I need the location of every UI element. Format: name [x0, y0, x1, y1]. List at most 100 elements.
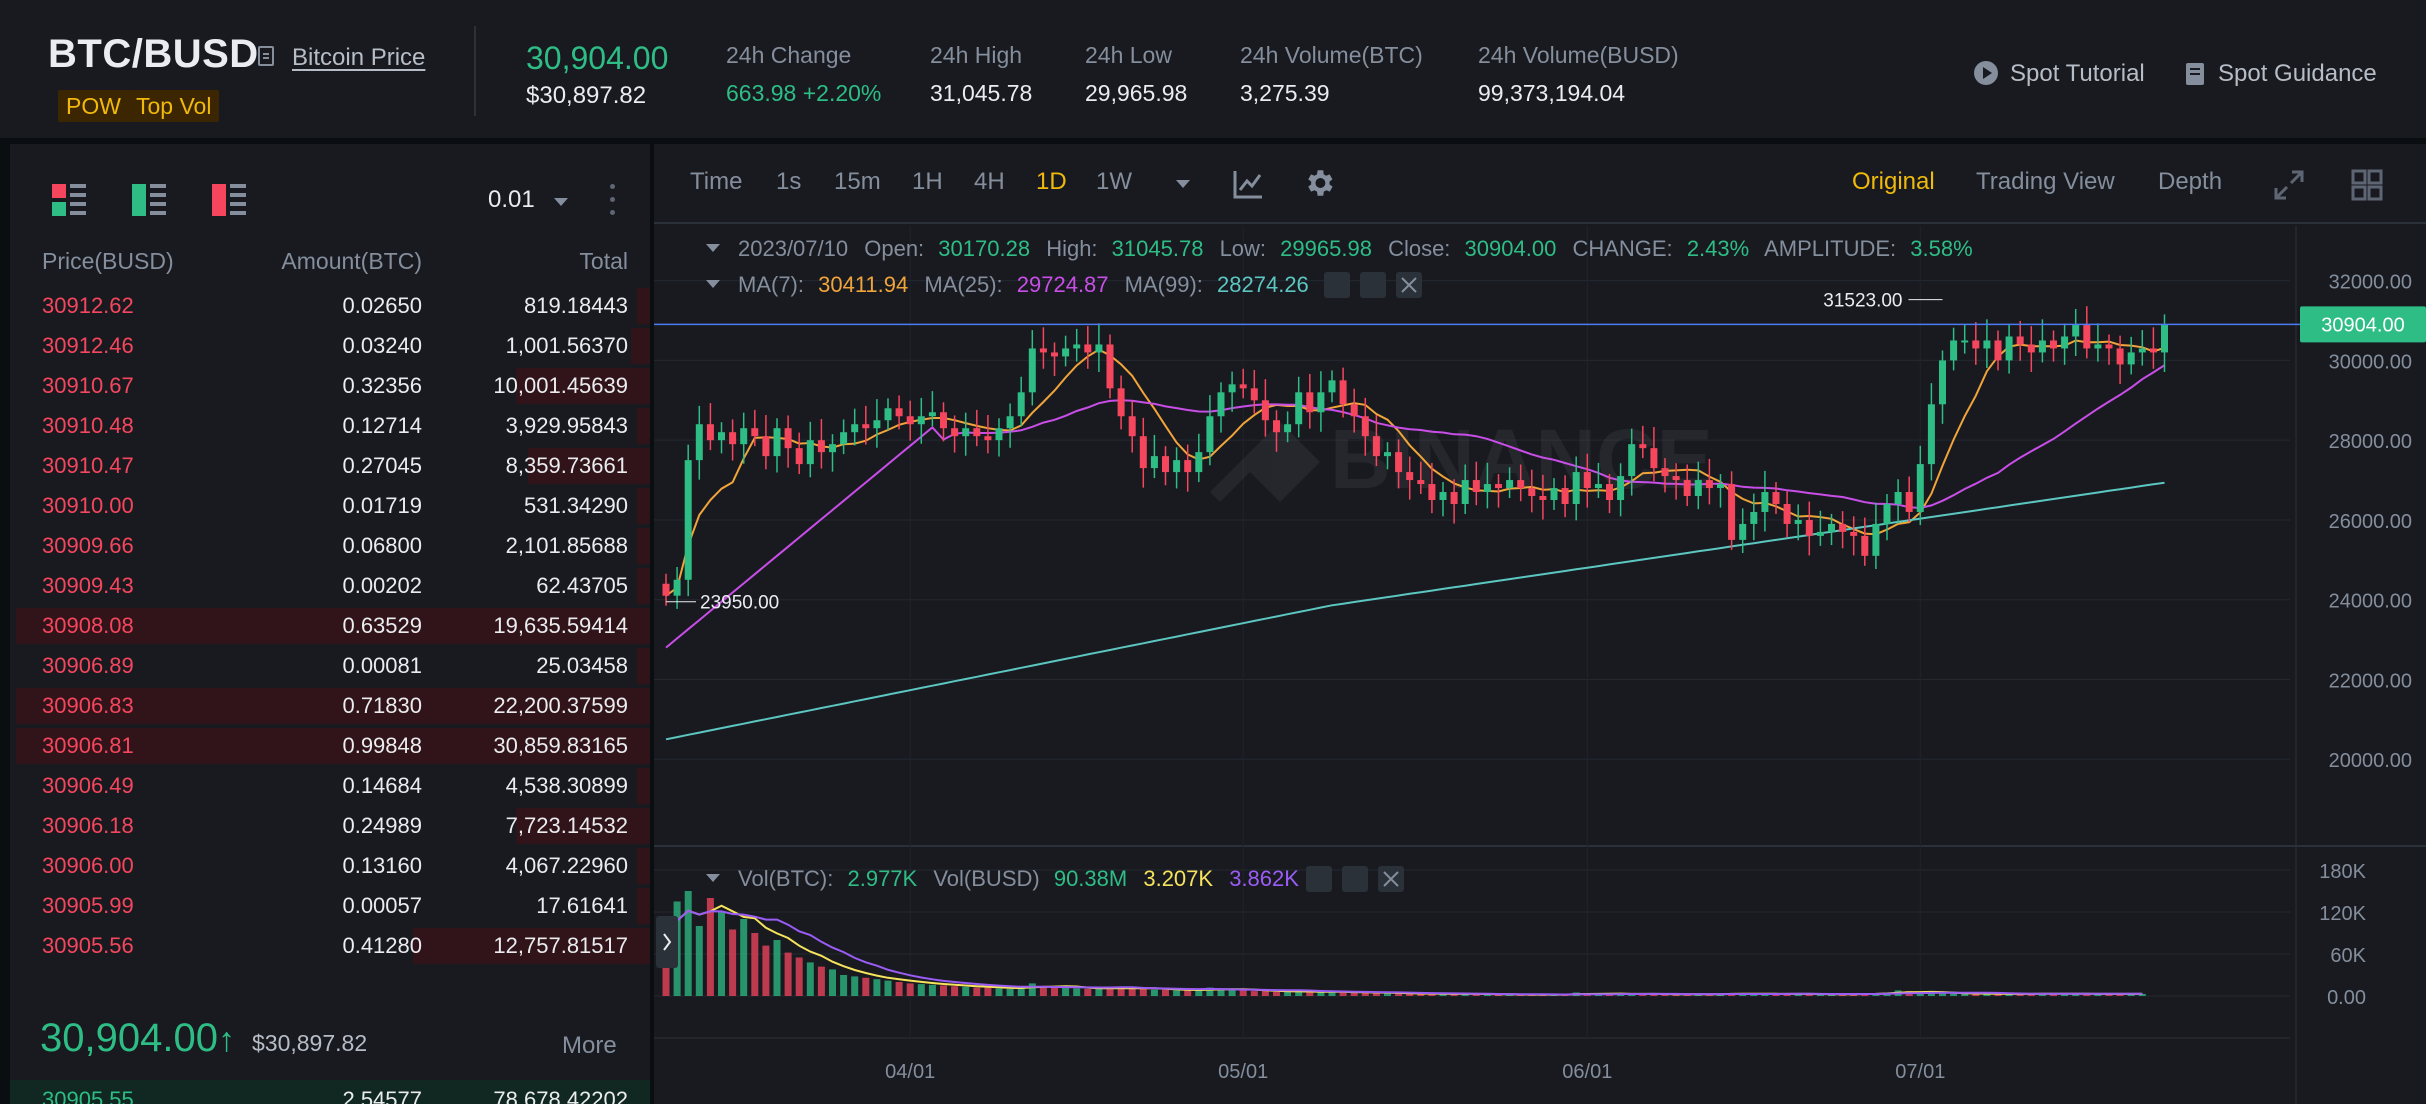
candle-body: [1650, 448, 1658, 469]
interval-1s[interactable]: 1s: [776, 168, 802, 195]
candle-body: [1028, 348, 1036, 393]
candle-body: [1583, 472, 1591, 489]
ask-row[interactable]: 30910.00 0.01719 531.34290: [10, 486, 650, 526]
ask-row[interactable]: 30909.43 0.00202 62.43705: [10, 566, 650, 606]
candle: [751, 409, 759, 447]
volume-bar: [1117, 986, 1125, 996]
ask-row[interactable]: 30906.81 0.99848 30,859.83165: [10, 726, 650, 766]
order-book: 0.01 Price(BUSD) Amount(BTC) Total 30912…: [10, 144, 650, 1104]
view-trading-view[interactable]: Trading View: [1976, 168, 2115, 195]
volume-bar: [1195, 989, 1203, 996]
ask-row[interactable]: 30909.66 0.06800 2,101.85688: [10, 526, 650, 566]
candle-body: [1805, 519, 1813, 536]
chevron-down-icon[interactable]: [554, 198, 568, 206]
volume-bar: [1439, 993, 1447, 996]
ask-row[interactable]: 30906.89 0.00081 25.03458: [10, 646, 650, 686]
ask-depth-bar: [637, 648, 650, 684]
volume-bar: [973, 987, 981, 996]
volume-bar: [1650, 993, 1658, 996]
ask-total: 25.03458: [536, 653, 628, 678]
candle-body: [1828, 523, 1835, 532]
ask-row[interactable]: 30906.49 0.14684 4,538.30899: [10, 766, 650, 806]
fullscreen-icon[interactable]: [2272, 168, 2306, 202]
settings-gear-icon[interactable]: [1302, 166, 1336, 200]
candle-body: [1550, 488, 1558, 501]
ma-legend-collapse-icon[interactable]: [706, 280, 720, 288]
view-original[interactable]: Original: [1852, 168, 1935, 195]
volume-settings-icon[interactable]: [1342, 866, 1368, 892]
ma-visibility-eye-icon[interactable]: [1324, 272, 1350, 298]
candle-body: [1594, 484, 1602, 489]
ask-total: 10,001.45639: [493, 373, 628, 398]
layout-grid-icon[interactable]: [2350, 168, 2384, 202]
volume-legend-collapse-icon[interactable]: [706, 874, 720, 882]
tag-pow[interactable]: POW: [58, 90, 129, 122]
spot-tutorial-link[interactable]: Spot Tutorial: [1974, 60, 2145, 88]
interval-4h[interactable]: 4H: [974, 168, 1005, 195]
candle: [1750, 493, 1758, 541]
candle: [962, 412, 970, 456]
tag-top-vol[interactable]: Top Vol: [128, 90, 220, 122]
candle-body: [1539, 496, 1547, 501]
ask-depth-bar: [637, 528, 650, 564]
interval-1w[interactable]: 1W: [1096, 168, 1132, 195]
volume-visibility-eye-icon[interactable]: [1306, 866, 1332, 892]
interval-15m[interactable]: 15m: [834, 168, 881, 195]
ask-row[interactable]: 30910.48 0.12714 3,929.95843: [10, 406, 650, 446]
interval-1d[interactable]: 1D: [1036, 168, 1067, 195]
order-book-more-link[interactable]: More: [562, 1032, 617, 1059]
ask-row[interactable]: 30910.47 0.27045 8,359.73661: [10, 446, 650, 486]
volume-bar: [751, 933, 759, 996]
ask-total: 22,200.37599: [493, 693, 628, 718]
candle: [1017, 376, 1025, 427]
bitcoin-price-link[interactable]: Bitcoin Price: [292, 44, 426, 71]
precision-select[interactable]: 0.01: [488, 186, 535, 213]
interval-1h[interactable]: 1H: [912, 168, 943, 195]
view-depth[interactable]: Depth: [2158, 168, 2223, 195]
ask-row[interactable]: 30908.08 0.63529 19,635.59414: [10, 606, 650, 646]
price-chart[interactable]: BINANCE 32000.0030000.0028000.0026000.00…: [654, 226, 2426, 1104]
volume-moving-averages: [665, 904, 2143, 996]
book-mode-bids-icon[interactable]: [132, 184, 166, 216]
more-vertical-icon[interactable]: [610, 184, 616, 216]
volume-bar: [1406, 993, 1414, 996]
candle-body: [1728, 484, 1736, 540]
ask-row[interactable]: 30906.00 0.13160 4,067.22960: [10, 846, 650, 886]
ask-row[interactable]: 30906.18 0.24989 7,723.14532: [10, 806, 650, 846]
order-book-last-price[interactable]: 30,904.00↑: [40, 1016, 235, 1061]
candle: [1273, 410, 1280, 452]
candle-body: [2161, 324, 2168, 353]
ma-settings-icon[interactable]: [1360, 272, 1386, 298]
book-mode-both-icon[interactable]: [52, 184, 86, 216]
candle: [1772, 482, 1780, 514]
candle: [1872, 502, 1880, 570]
chart-scroll-handle[interactable]: [656, 916, 678, 968]
candle: [1550, 478, 1558, 510]
bid-row[interactable]: 30905.55 2.54577 78,678.42202: [10, 1080, 650, 1104]
ask-row[interactable]: 30912.46 0.03240 1,001.56370: [10, 326, 650, 366]
indicators-icon[interactable]: [1232, 168, 1264, 200]
candle-body: [1661, 468, 1669, 477]
ask-row[interactable]: 30906.83 0.71830 22,200.37599: [10, 686, 650, 726]
ask-price: 30910.47: [42, 453, 134, 478]
interval-time[interactable]: Time: [690, 168, 743, 195]
volume-bar: [962, 986, 970, 996]
ask-row[interactable]: 30910.67 0.32356 10,001.45639: [10, 366, 650, 406]
candle: [1084, 326, 1092, 369]
volume-bar: [1295, 991, 1303, 996]
book-mode-asks-icon[interactable]: [212, 184, 246, 216]
candle-body: [1916, 464, 1924, 512]
spot-guidance-link[interactable]: Spot Guidance: [2186, 60, 2377, 88]
ask-row[interactable]: 30905.56 0.41280 12,757.81517: [10, 926, 650, 966]
ask-row[interactable]: 30912.62 0.02650 819.18443: [10, 286, 650, 326]
candle: [1128, 400, 1136, 453]
candle: [1406, 456, 1414, 500]
legend-collapse-icon[interactable]: [706, 244, 720, 252]
candle: [1805, 501, 1813, 556]
ask-row[interactable]: 30905.99 0.00057 17.61641: [10, 886, 650, 926]
interval-more-chevron-icon[interactable]: [1176, 180, 1190, 188]
symbol-title[interactable]: BTC/BUSD: [48, 32, 259, 76]
candle-body: [1395, 452, 1403, 473]
ask-amount: 0.00081: [342, 653, 422, 678]
volume-bar: [2105, 993, 2113, 996]
